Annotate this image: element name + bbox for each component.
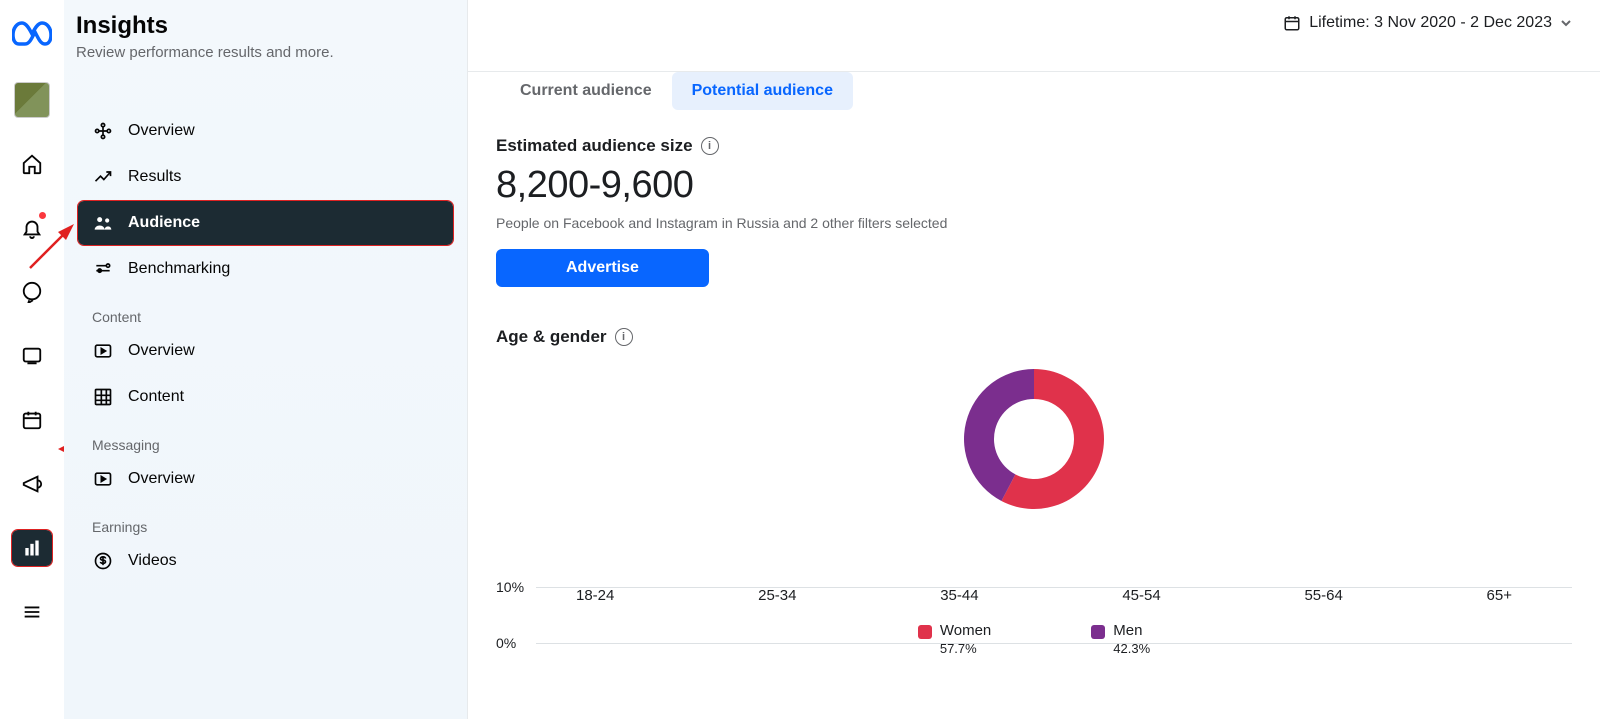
dollar-icon <box>92 551 114 571</box>
chart-legend: Women 57.7% Men 42.3% <box>496 622 1572 656</box>
topbar: Lifetime: 3 Nov 2020 - 2 Dec 2023 <box>468 0 1600 72</box>
menu-icon[interactable] <box>12 594 52 630</box>
meta-logo[interactable] <box>12 14 52 54</box>
info-icon[interactable]: i <box>701 137 719 155</box>
home-icon[interactable] <box>12 146 52 182</box>
x-label: 25-34 <box>758 587 796 604</box>
page-title: Insights <box>76 12 443 40</box>
planner-icon[interactable] <box>12 402 52 438</box>
sidebar-item-content-overview[interactable]: Overview <box>78 329 453 373</box>
sidebar-item-overview[interactable]: Overview <box>78 109 453 153</box>
y-tick: 0% <box>496 635 516 651</box>
date-range-picker[interactable]: Lifetime: 3 Nov 2020 - 2 Dec 2023 <box>1283 14 1572 32</box>
x-label: 45-54 <box>1122 587 1160 604</box>
sidebar-item-results[interactable]: Results <box>78 155 453 199</box>
estimated-size-label: Estimated audience size i <box>496 136 1572 156</box>
insights-icon[interactable] <box>12 530 52 566</box>
date-range-label: Lifetime: 3 Nov 2020 - 2 Dec 2023 <box>1309 14 1552 32</box>
x-label: 55-64 <box>1304 587 1342 604</box>
sidebar-item-benchmarking[interactable]: Benchmarking <box>78 247 453 291</box>
media-icon <box>92 341 114 361</box>
gender-donut-chart <box>496 359 1572 519</box>
sidebar-item-label: Overview <box>128 122 195 140</box>
annotation-arrow <box>24 218 80 274</box>
sidebar-item-messaging-overview[interactable]: Overview <box>78 457 453 501</box>
age-bar-chart: 10% 0% 18-2425-3435-4445-5455-6465+ <box>496 587 1572 604</box>
left-rail <box>0 0 64 719</box>
nodes-icon <box>92 121 114 141</box>
legend-women: Women 57.7% <box>918 622 991 656</box>
sidebar-item-label: Results <box>128 168 181 186</box>
sidebar-item-audience[interactable]: Audience <box>78 201 453 245</box>
trend-icon <box>92 167 114 187</box>
x-label: 65+ <box>1487 587 1512 604</box>
section-content: Content <box>64 291 467 329</box>
account-avatar[interactable] <box>14 82 50 118</box>
calendar-icon <box>1283 14 1301 32</box>
audience-tabs: Current audience Potential audience <box>500 72 1572 110</box>
section-earnings: Earnings <box>64 501 467 539</box>
sidebar-item-label: Overview <box>128 342 195 360</box>
posts-icon[interactable] <box>12 338 52 374</box>
x-label: 18-24 <box>576 587 614 604</box>
sidebar-item-content-content[interactable]: Content <box>78 375 453 419</box>
chevron-down-icon <box>1560 17 1572 29</box>
sidebar-item-label: Benchmarking <box>128 260 230 278</box>
sidebar: Insights Review performance results and … <box>64 0 468 719</box>
estimated-size-value: 8,200-9,600 <box>496 164 1572 207</box>
legend-men: Men 42.3% <box>1091 622 1150 656</box>
sidebar-item-label: Content <box>128 388 184 406</box>
main: Lifetime: 3 Nov 2020 - 2 Dec 2023 Curren… <box>468 0 1600 719</box>
benchmark-icon <box>92 259 114 279</box>
chat-icon[interactable] <box>12 274 52 310</box>
estimated-size-sub: People on Facebook and Instagram in Russ… <box>496 215 1572 231</box>
tab-current-audience[interactable]: Current audience <box>500 72 672 110</box>
sidebar-item-label: Videos <box>128 552 177 570</box>
sidebar-item-label: Overview <box>128 470 195 488</box>
y-tick: 10% <box>496 579 524 595</box>
tab-potential-audience[interactable]: Potential audience <box>672 72 853 110</box>
advertise-button[interactable]: Advertise <box>496 249 709 287</box>
x-label: 35-44 <box>940 587 978 604</box>
grid-icon <box>92 387 114 407</box>
sidebar-item-label: Audience <box>128 214 200 232</box>
section-messaging: Messaging <box>64 419 467 457</box>
age-gender-label: Age & gender i <box>496 327 1572 347</box>
sidebar-header: Insights Review performance results and … <box>64 12 467 73</box>
page-subtitle: Review performance results and more. <box>76 44 443 61</box>
ads-icon[interactable] <box>12 466 52 502</box>
people-icon <box>92 213 114 233</box>
info-icon[interactable]: i <box>615 328 633 346</box>
sidebar-item-earnings-videos[interactable]: Videos <box>78 539 453 583</box>
media-icon <box>92 469 114 489</box>
